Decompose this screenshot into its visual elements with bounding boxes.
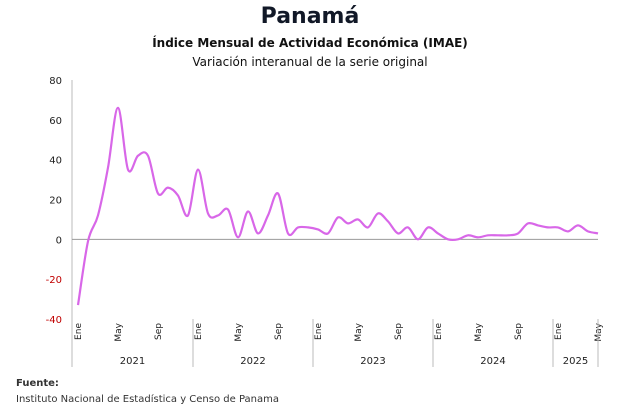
x-year-label: 2024 <box>480 356 505 367</box>
x-tick-label: May <box>594 322 604 341</box>
y-tick-label: 0 <box>56 235 62 246</box>
x-tick-label: May <box>234 322 244 341</box>
x-tick-label: May <box>354 322 364 341</box>
x-tick-label: Ene <box>74 323 84 340</box>
y-tick-label: 40 <box>49 156 62 167</box>
y-tick-label: 80 <box>49 76 62 87</box>
chart-title: Panamá <box>260 4 360 29</box>
x-tick-label: Sep <box>274 323 284 340</box>
x-year-label: 2022 <box>240 356 265 367</box>
x-tick-label: Ene <box>554 323 564 340</box>
x-tick-label: Sep <box>394 323 404 340</box>
y-tick-label: 20 <box>49 196 62 207</box>
chart-subtitle: Índice Mensual de Actividad Económica (I… <box>152 36 468 50</box>
x-tick-label: Ene <box>434 323 444 340</box>
x-tick-label: Ene <box>194 323 204 340</box>
y-tick-label: 60 <box>49 116 62 127</box>
x-tick-label: May <box>114 322 124 341</box>
x-year-label: 2025 <box>563 356 588 367</box>
series-line <box>76 106 599 306</box>
source-label: Fuente: <box>16 378 59 389</box>
y-tick-label: -40 <box>46 315 62 326</box>
x-year-label: 2021 <box>120 356 145 367</box>
source-text: Instituto Nacional de Estadística y Cens… <box>16 394 279 405</box>
x-tick-label: Ene <box>314 323 324 340</box>
x-tick-label: Sep <box>514 323 524 340</box>
chart-subtitle-secondary: Variación interanual de la serie origina… <box>192 55 428 69</box>
x-year-label: 2023 <box>360 356 385 367</box>
y-tick-label: -20 <box>46 275 62 286</box>
x-tick-label: Sep <box>154 323 164 340</box>
x-tick-label: May <box>474 322 484 341</box>
